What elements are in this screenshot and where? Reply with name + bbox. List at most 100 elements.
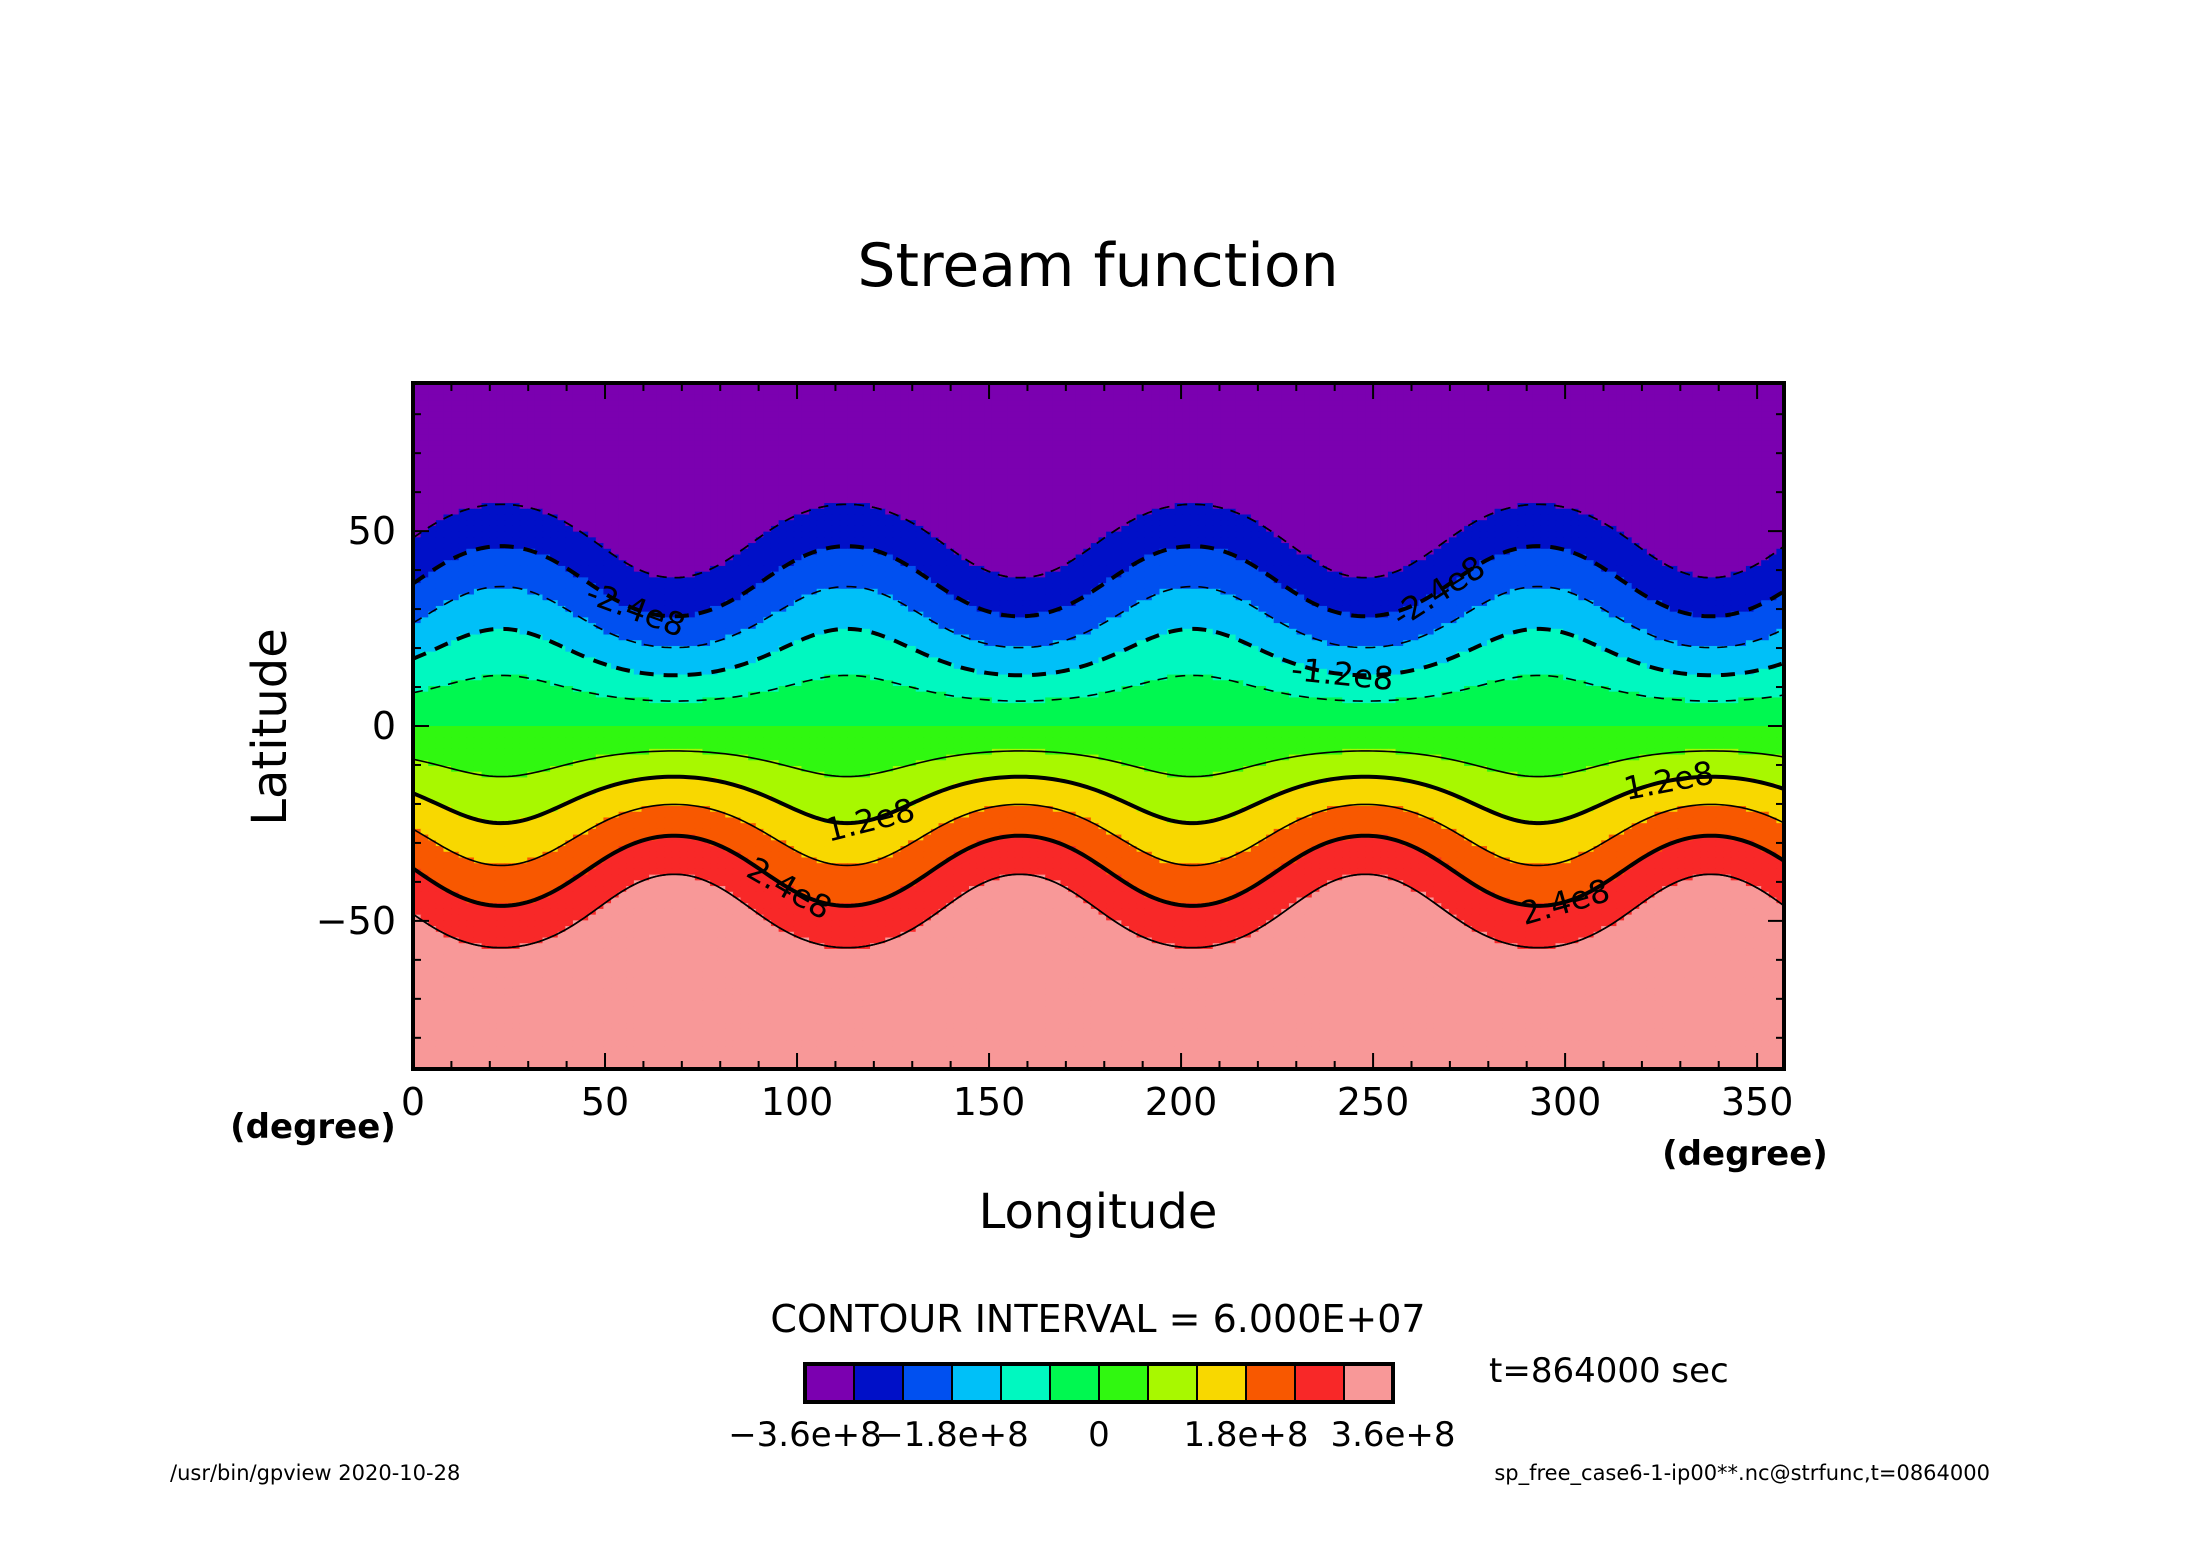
contour-fill-cell	[588, 474, 596, 480]
contour-fill-cell	[1677, 429, 1685, 435]
contour-fill-cell	[1373, 520, 1381, 526]
contour-fill-cell	[1746, 509, 1754, 515]
contour-fill-cell	[999, 532, 1007, 538]
contour-fill-cell	[999, 423, 1007, 429]
contour-fill-cell	[626, 423, 634, 429]
contour-fill-cell	[969, 434, 977, 440]
contour-fill-cell	[1380, 520, 1388, 526]
contour-fill-cell	[1708, 389, 1716, 395]
contour-fill-cell	[1754, 469, 1762, 475]
contour-fill-cell	[1327, 526, 1335, 532]
contour-fill-cell	[1662, 520, 1670, 526]
contour-fill-cell	[885, 417, 893, 423]
contour-fill-cell	[497, 446, 505, 452]
contour-fill-cell	[1586, 429, 1594, 435]
contour-fill-cell	[1624, 503, 1632, 509]
contour-fill-cell	[878, 514, 886, 520]
contour-fill-cell	[1213, 526, 1221, 532]
contour-fill-cell	[733, 520, 741, 526]
contour-fill-cell	[1426, 526, 1434, 532]
contour-fill-cell	[1708, 446, 1716, 452]
contour-fill-cell	[1479, 532, 1487, 538]
contour-fill-cell	[1761, 520, 1769, 526]
contour-fill-cell	[878, 469, 886, 475]
contour-fill-cell	[1091, 394, 1099, 400]
contour-fill-cell	[1601, 389, 1609, 395]
contour-fill-cell	[1159, 526, 1167, 532]
contour-fill-cell	[1754, 503, 1762, 509]
contour-fill-cell	[900, 503, 908, 509]
contour-fill-cell	[824, 457, 832, 463]
contour-fill-cell	[1456, 463, 1464, 469]
contour-fill-cell	[893, 429, 901, 435]
contour-fill-cell	[1060, 474, 1068, 480]
contour-fill-cell	[558, 492, 566, 498]
contour-fill-cell	[1715, 429, 1723, 435]
contour-fill-cell	[603, 400, 611, 406]
contour-fill-cell	[817, 486, 825, 492]
contour-fill-cell	[1220, 400, 1228, 406]
contour-fill-cell	[1624, 526, 1632, 532]
contour-fill-cell	[1586, 394, 1594, 400]
contour-fill-cell	[840, 486, 848, 492]
contour-fill-cell	[999, 537, 1007, 543]
contour-fill-cell	[916, 423, 924, 429]
contour-fill-cell	[725, 514, 733, 520]
contour-fill-cell	[1624, 486, 1632, 492]
contour-fill-cell	[1738, 452, 1746, 458]
contour-fill-cell	[1647, 474, 1655, 480]
contour-fill-cell	[1068, 412, 1076, 418]
contour-fill-cell	[1144, 434, 1152, 440]
contour-fill-cell	[1670, 497, 1678, 503]
contour-fill-cell	[1091, 526, 1099, 532]
contour-fill-cell	[1586, 526, 1594, 532]
contour-fill-cell	[1434, 440, 1442, 446]
contour-fill-cell	[1258, 440, 1266, 446]
contour-fill-cell	[1236, 412, 1244, 418]
contour-fill-cell	[794, 503, 802, 509]
contour-fill-cell	[1091, 446, 1099, 452]
contour-fill-cell	[649, 457, 657, 463]
contour-fill-cell	[1685, 400, 1693, 406]
contour-fill-cell	[840, 452, 848, 458]
contour-fill-cell	[1099, 486, 1107, 492]
contour-fill-cell	[489, 537, 497, 543]
contour-fill-cell	[1472, 389, 1480, 395]
contour-fill-cell	[1266, 434, 1274, 440]
contour-fill-cell	[984, 520, 992, 526]
contour-fill-cell	[1228, 446, 1236, 452]
contour-fill-cell	[664, 509, 672, 515]
contour-fill-cell	[1144, 532, 1152, 538]
contour-fill-cell	[1091, 514, 1099, 520]
contour-fill-cell	[1487, 526, 1495, 532]
contour-fill-cell	[1731, 514, 1739, 520]
contour-fill-cell	[809, 457, 817, 463]
contour-fill-cell	[817, 480, 825, 486]
contour-fill-cell	[459, 400, 467, 406]
contour-fill-cell	[1289, 423, 1297, 429]
contour-fill-cell	[1632, 509, 1640, 515]
contour-fill-cell	[642, 452, 650, 458]
contour-fill-cell	[992, 514, 1000, 520]
contour-fill-cell	[1236, 457, 1244, 463]
contour-fill-cell	[1129, 406, 1137, 412]
contour-fill-cell	[1731, 503, 1739, 509]
contour-fill-cell	[1213, 497, 1221, 503]
contour-fill-cell	[542, 434, 550, 440]
contour-fill-cell	[611, 520, 619, 526]
contour-fill-cell	[1319, 532, 1327, 538]
contour-fill-cell	[443, 446, 451, 452]
contour-fill-cell	[1304, 514, 1312, 520]
contour-fill-cell	[763, 457, 771, 463]
contour-fill-cell	[542, 480, 550, 486]
contour-fill-cell	[1091, 520, 1099, 526]
contour-fill-cell	[1746, 423, 1754, 429]
contour-fill-cell	[512, 509, 520, 515]
contour-fill-cell	[619, 463, 627, 469]
contour-fill-cell	[421, 492, 429, 498]
contour-fill-cell	[1076, 474, 1084, 480]
contour-fill-cell	[1258, 394, 1266, 400]
contour-fill-cell	[1563, 503, 1571, 509]
contour-fill-cell	[1533, 417, 1541, 423]
contour-fill-cell	[542, 429, 550, 435]
